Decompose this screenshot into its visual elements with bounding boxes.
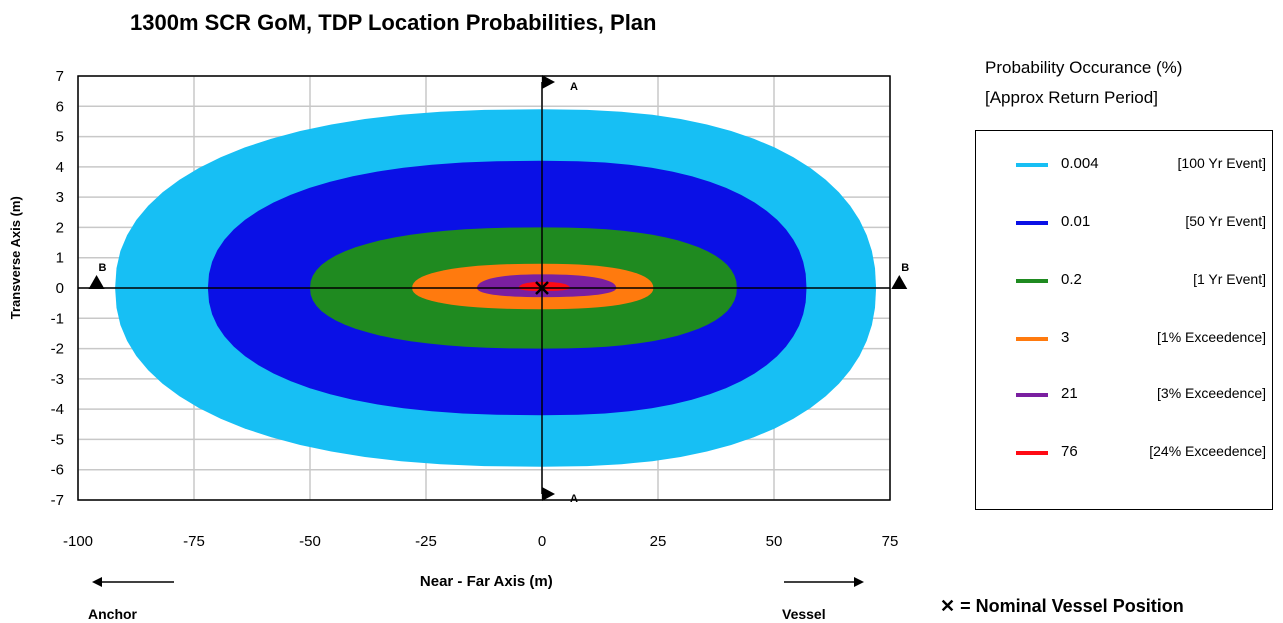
legend-swatch (1016, 337, 1048, 341)
legend-period: [24% Exceedence] (1149, 443, 1266, 459)
nominal-note-text: = Nominal Vessel Position (960, 596, 1184, 616)
section-label-a: A (570, 493, 578, 505)
cross-icon: ✕ (940, 596, 956, 616)
legend-swatch (1016, 393, 1048, 397)
legend-swatch (1016, 221, 1048, 225)
legend-value: 0.01 (1061, 213, 1091, 230)
y-tick-label: -3 (51, 371, 64, 388)
legend-value: 21 (1061, 385, 1078, 402)
tdp-chart: -100 -75 -50 -25 0 25 50 75 7 6 5 4 3 2 1 0 -1 -2 -3 -4 -5 -6… (8, 68, 909, 590)
legend-value: 76 (1061, 443, 1078, 460)
legend-title-2: [Approx Return Period] (985, 88, 1158, 107)
legend-swatch (1016, 279, 1048, 283)
legend-item: 21 [3% Exceedence] (976, 383, 1274, 407)
section-arrow-a (542, 75, 555, 90)
legend-value: 3 (1061, 329, 1070, 346)
legend: 0.004 [100 Yr Event] 0.01 [50 Yr Event] 0.2 [… (975, 130, 1273, 510)
y-tick-label: 2 (56, 219, 64, 236)
y-axis-label: Transverse Axis (m) (8, 196, 23, 319)
legend-item: 0.01 [50 Yr Event] (976, 211, 1274, 235)
legend-period: [3% Exceedence] (1157, 385, 1266, 401)
y-tick-label: -5 (51, 431, 64, 448)
legend-period: [1% Exceedence] (1157, 329, 1266, 345)
y-tick-label: 7 (56, 68, 64, 85)
section-label-a: A (570, 81, 578, 93)
y-tick-label: 0 (56, 280, 64, 297)
y-tick-label: 5 (56, 129, 64, 146)
vessel-arrow-head (854, 577, 864, 587)
y-tick-label: -1 (51, 310, 64, 327)
x-tick-label: 0 (538, 533, 546, 550)
x-tick-label: -25 (415, 533, 437, 550)
y-tick-label: 4 (56, 159, 64, 176)
x-axis-label: Near - Far Axis (m) (420, 573, 553, 590)
x-tick-label: 75 (882, 533, 899, 550)
nominal-position-marker (535, 281, 549, 295)
legend-period: [50 Yr Event] (1185, 213, 1266, 229)
anchor-label: Anchor (88, 606, 137, 622)
legend-item: 0.004 [100 Yr Event] (976, 153, 1274, 177)
section-arrow-b (891, 275, 908, 289)
y-tick-label: -4 (51, 401, 64, 418)
y-tick-label: -2 (51, 341, 64, 358)
anchor-arrow-head (92, 577, 102, 587)
legend-swatch (1016, 163, 1048, 167)
section-label-b: B (901, 262, 909, 274)
section-label-b: B (99, 262, 107, 274)
legend-swatch (1016, 451, 1048, 455)
legend-value: 0.2 (1061, 271, 1082, 288)
y-tick-label: 3 (56, 189, 64, 206)
legend-value: 0.004 (1061, 155, 1099, 172)
legend-title-1: Probability Occurance (%) (985, 58, 1183, 77)
y-tick-label: 1 (56, 250, 64, 267)
x-tick-label: 25 (650, 533, 667, 550)
legend-period: [100 Yr Event] (1177, 155, 1266, 171)
x-tick-label: 50 (766, 533, 783, 550)
x-tick-label: -75 (183, 533, 205, 550)
x-tick-label: -50 (299, 533, 321, 550)
section-arrow-a (542, 486, 555, 501)
nominal-vessel-note: ✕ = Nominal Vessel Position (940, 596, 1184, 617)
y-tick-label: 6 (56, 98, 64, 115)
vessel-label: Vessel (782, 606, 826, 622)
chart-title: 1300m SCR GoM, TDP Location Probabilitie… (130, 10, 657, 35)
legend-period: [1 Yr Event] (1193, 271, 1266, 287)
y-tick-label: -6 (51, 462, 64, 479)
y-tick-label: -7 (51, 492, 64, 509)
section-arrow-b (88, 275, 105, 289)
x-tick-label: -100 (63, 533, 93, 550)
legend-item: 0.2 [1 Yr Event] (976, 269, 1274, 293)
legend-item: 3 [1% Exceedence] (976, 327, 1274, 351)
legend-item: 76 [24% Exceedence] (976, 441, 1274, 465)
